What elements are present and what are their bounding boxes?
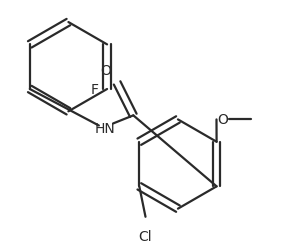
Text: F: F xyxy=(91,83,99,97)
Text: HN: HN xyxy=(95,121,115,135)
Text: O: O xyxy=(217,113,228,127)
Text: O: O xyxy=(100,64,111,78)
Text: Cl: Cl xyxy=(139,229,152,243)
